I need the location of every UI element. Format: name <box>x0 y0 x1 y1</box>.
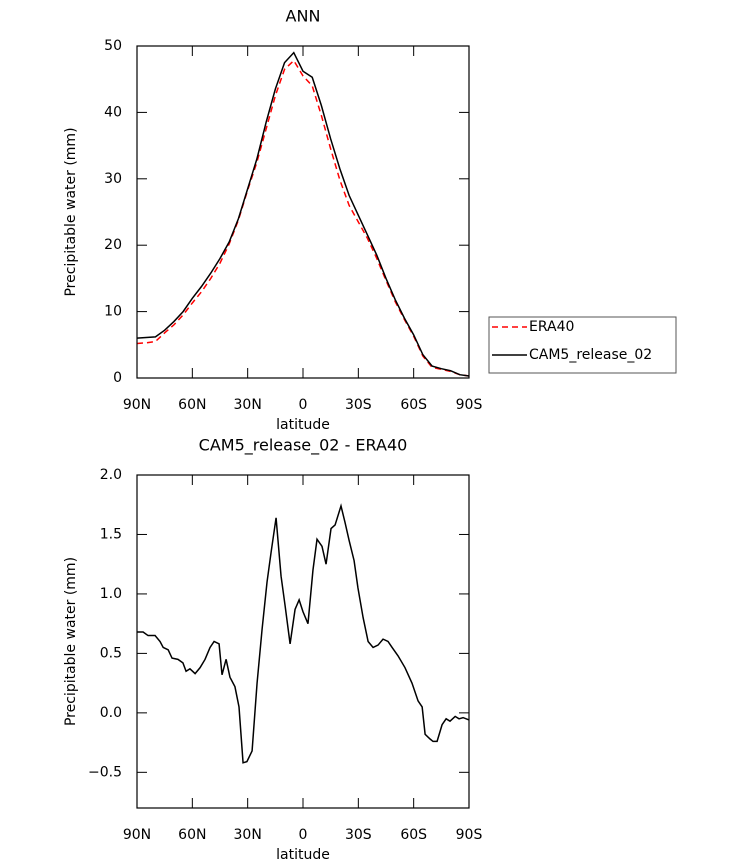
x-tick-label: 60N <box>178 827 206 843</box>
y-axis-label: Precipitable water (mm) <box>63 127 79 296</box>
legend-label: CAM5_release_02 <box>529 347 652 363</box>
y-tick-label: 0 <box>113 370 122 386</box>
x-tick-label: 30S <box>345 397 372 413</box>
x-tick-label: 60S <box>400 397 427 413</box>
y-tick-label: 50 <box>104 38 122 54</box>
data-line <box>136 51 470 377</box>
x-tick-label: 0 <box>299 397 308 413</box>
y-tick-label: 20 <box>104 237 122 253</box>
y-tick-label: 1.0 <box>100 586 122 602</box>
data-line <box>136 59 470 377</box>
chart-title: ANN <box>286 7 321 26</box>
chart-title: CAM5_release_02 - ERA40 <box>199 436 408 456</box>
x-tick-label: 60N <box>178 397 206 413</box>
y-tick-label: 2.0 <box>100 467 122 483</box>
x-tick-label: 60S <box>400 827 427 843</box>
legend-box <box>488 316 677 374</box>
x-tick-label: 90S <box>456 827 483 843</box>
y-axis-label: Precipitable water (mm) <box>63 557 79 726</box>
x-tick-label: 30S <box>345 827 372 843</box>
x-tick-label: 90N <box>123 827 151 843</box>
data-line <box>137 503 470 764</box>
y-tick-label: −0.5 <box>88 764 122 780</box>
y-tick-label: 10 <box>104 304 122 320</box>
plot-frame <box>136 474 470 809</box>
x-tick-label: 90N <box>123 397 151 413</box>
y-tick-label: 0.5 <box>100 645 122 661</box>
y-tick-label: 1.5 <box>100 526 122 542</box>
y-tick-label: 30 <box>104 171 122 187</box>
y-tick-label: 0.0 <box>100 705 122 721</box>
legend-label: ERA40 <box>529 319 574 335</box>
y-tick-label: 40 <box>104 104 122 120</box>
x-tick-label: 30N <box>234 827 262 843</box>
x-axis-label: latitude <box>276 847 330 863</box>
x-tick-label: 30N <box>234 397 262 413</box>
x-tick-label: 0 <box>299 827 308 843</box>
x-tick-label: 90S <box>456 397 483 413</box>
plot-frame <box>136 45 470 379</box>
x-axis-label: latitude <box>276 417 330 433</box>
